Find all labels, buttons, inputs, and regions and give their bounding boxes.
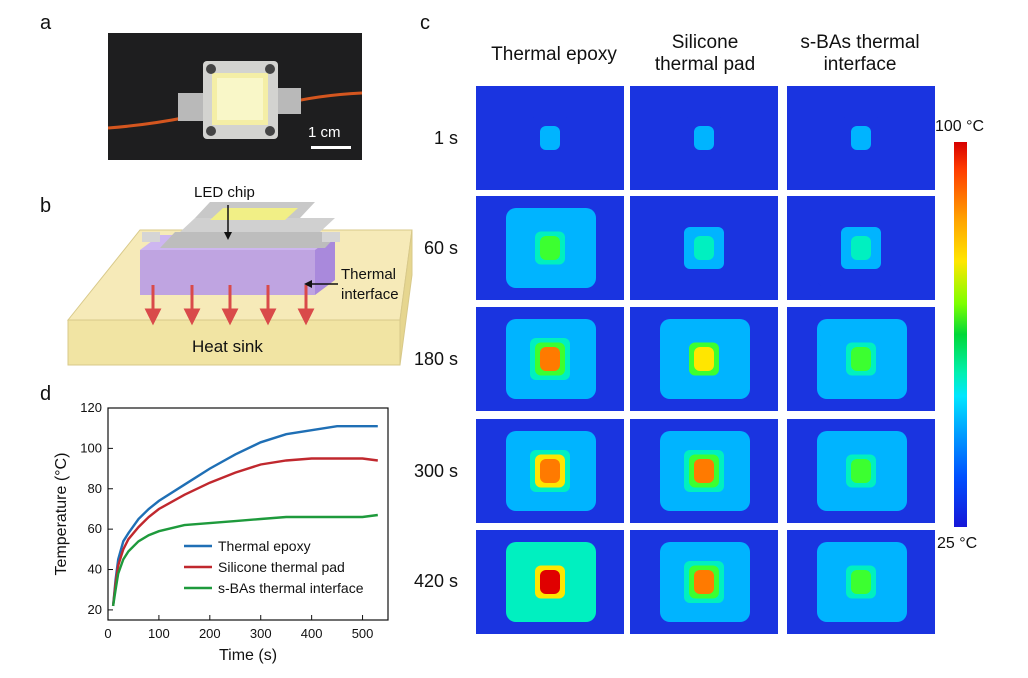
row-label-180s: 180 s (413, 349, 458, 369)
thermal-image-cell (630, 419, 778, 523)
heat-sink-label: Heat sink (192, 337, 263, 356)
thermal-interface-label-line1: Thermal (341, 266, 397, 283)
column-header-line1: s-BAs thermal (800, 32, 920, 53)
x-tick-label: 0 (104, 626, 111, 641)
thermal-image-cell (476, 419, 624, 523)
series-line (111, 457, 378, 607)
colorbar-min-label: 25 °C (937, 535, 978, 552)
colorbar-max-label: 100 °C (935, 118, 985, 135)
row-label-300s: 300 s (413, 461, 458, 481)
column-header-sbas-interface: s-BAs thermal interface (780, 32, 940, 76)
series-line (111, 425, 378, 607)
thermal-image-cell (476, 86, 624, 190)
y-tick-label: 60 (88, 521, 102, 536)
y-tick-label: 80 (88, 481, 102, 496)
legend-entry: Silicone thermal pad (218, 559, 345, 575)
x-axis-label: Time (s) (219, 647, 277, 664)
plot-frame (107, 407, 389, 621)
y-tick-label: 120 (80, 400, 102, 415)
temperature-colorbar (954, 142, 967, 527)
thermal-image-cell (787, 307, 935, 411)
led-chip-label: LED chip (194, 184, 255, 201)
led-photo-drawing (107, 61, 363, 149)
series-line (111, 513, 378, 607)
legend-entry: s-BAs thermal interface (218, 580, 364, 596)
thermal-image-cell (476, 307, 624, 411)
thermal-image-cell (630, 86, 778, 190)
thermal-image-cell (787, 530, 935, 634)
column-header-silicone-pad: Silicone thermal pad (630, 32, 780, 76)
led-photo (107, 33, 363, 160)
row-label-420s: 420 s (413, 571, 458, 591)
y-axis-label: Temperature (°C) (53, 453, 70, 576)
panel-c-letter: c (420, 12, 430, 34)
thermal-image-cell (787, 419, 935, 523)
x-tick-label: 200 (199, 626, 221, 641)
x-tick-label: 100 (148, 626, 170, 641)
thermal-image-cell (630, 530, 778, 634)
thermal-image-cell (630, 307, 778, 411)
y-tick-label: 40 (88, 562, 102, 577)
panel-b-letter: b (40, 195, 52, 217)
y-tick-label: 20 (88, 602, 102, 617)
column-header-thermal-epoxy: Thermal epoxy (470, 44, 638, 66)
row-label-60s: 60 s (423, 238, 458, 258)
column-header-line2: interface (823, 54, 897, 75)
panel-d-letter: d (40, 383, 52, 405)
x-tick-label: 400 (301, 626, 323, 641)
x-tick-label: 500 (352, 626, 374, 641)
x-tick-label: 300 (250, 626, 272, 641)
thermal-image-cell (787, 86, 935, 190)
column-header-line2: thermal pad (654, 54, 756, 75)
row-label-1s: 1 s (433, 128, 458, 148)
scale-bar-label: 1 cm (308, 124, 341, 141)
thermal-image-cell (476, 530, 624, 634)
thermal-image-cell (787, 196, 935, 300)
thermal-interface-label-line2: interface (341, 286, 399, 303)
column-header-line1: Thermal epoxy (491, 44, 617, 65)
thermal-image-cell (630, 196, 778, 300)
temperature-chart: 0 100 200 300 400 500 20 40 60 80 100 120 Time (s) Te… (53, 400, 389, 664)
legend-entry: Thermal epoxy (218, 538, 311, 554)
y-tick-label: 100 (80, 440, 102, 455)
panel-a-letter: a (40, 12, 52, 34)
thermal-image-cell (476, 196, 624, 300)
column-header-line1: Silicone (671, 32, 739, 53)
led-schematic (66, 202, 413, 366)
